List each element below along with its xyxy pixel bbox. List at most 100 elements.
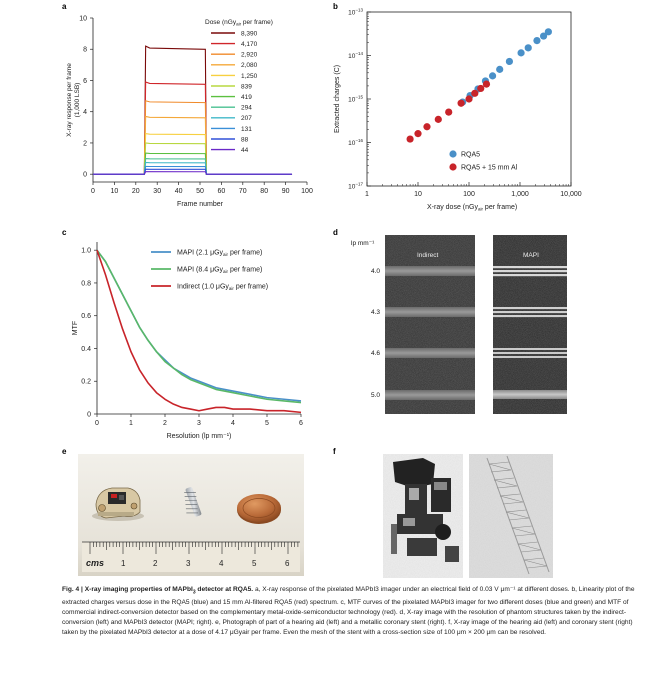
figure-caption: Fig. 4 | X-ray imaging properties of MAP… (62, 585, 642, 637)
a-y-tick-label: 4 (83, 109, 87, 116)
a-y-tick-label: 10 (79, 16, 87, 23)
caption-lead: Fig. 4 | X-ray imaging properties of MAP… (62, 586, 193, 593)
b-point-RQA5 + 15 mm Al (414, 130, 422, 138)
a-series-line-4,170 (93, 81, 293, 175)
phantom-drawing (385, 235, 567, 414)
mapi-image-grain (493, 235, 567, 414)
b-legend-label: RQA5 + 15 mm Al (461, 165, 518, 172)
a-y-axis-title-2: (1,000 LSB) (74, 83, 81, 118)
ruler-number-4: 4 (219, 559, 224, 568)
a-x-axis-title: Frame number (177, 201, 224, 208)
a-x-tick-label: 20 (132, 188, 140, 195)
c-y-tick-label: 0.4 (81, 346, 91, 353)
chart-a-xray-response: 0 10 20 30 40 50 60 70 80 90 100 0 2 4 6 8 10 Frame numbe… (66, 16, 313, 209)
c-y-tick-label: 1.0 (81, 248, 91, 255)
b-legend-label: RQA5 (461, 152, 480, 159)
a-series-line-419 (93, 152, 293, 175)
b-y-axis-title: Extracted charges (C) (334, 65, 341, 133)
b-point-RQA5 (496, 65, 504, 73)
c-y-tick-label: 0.8 (81, 280, 91, 287)
caption-lead-tail: detector at RQA5. (195, 586, 254, 593)
a-y-tick-label: 8 (83, 47, 87, 54)
a-y-tick-label: 2 (83, 140, 87, 147)
b-point-RQA5 + 15 mm Al (471, 89, 479, 97)
c-y-axis-title: MTF (72, 321, 79, 335)
c-y-tick-label: 0.2 (81, 379, 91, 386)
coronary-stent (184, 487, 202, 517)
b-point-RQA5 (544, 28, 552, 36)
xray-stent (469, 454, 553, 578)
b-y-tick-label: 10−14 (348, 51, 363, 60)
a-x-tick-label: 100 (301, 188, 313, 195)
ruler-number-2: 2 (153, 559, 158, 568)
indirect-bars-5.0 (385, 390, 475, 400)
b-legend-marker (449, 150, 457, 158)
b-point-RQA5 (505, 57, 514, 66)
a-x-tick-label: 90 (282, 188, 290, 195)
b-x-tick-label: 10,000 (560, 191, 582, 198)
b-point-RQA5 (517, 49, 525, 57)
indirect-image-grain (385, 235, 475, 414)
c-x-tick-label: 3 (197, 420, 201, 427)
a-legend-label: 2,920 (241, 52, 258, 59)
a-x-tick-label: 0 (91, 188, 95, 195)
c-x-tick-label: 1 (129, 420, 133, 427)
a-series-line-131 (93, 165, 293, 175)
a-legend-label: 8,390 (241, 30, 258, 37)
row-label-5.0: 5.0 (371, 392, 381, 399)
ruler-unit-label: cms (86, 558, 105, 568)
panel-label-d: d (333, 228, 338, 237)
a-legend-label: 88 (241, 136, 249, 143)
b-x-tick-label: 1 (365, 191, 369, 198)
mapi-bars-4.3 (493, 307, 567, 318)
a-legend-title: Dose (nGyair per frame) (205, 19, 273, 27)
a-x-tick-label: 40 (175, 188, 183, 195)
b-y-tick-label: 10−17 (348, 182, 363, 191)
b-point-RQA5 + 15 mm Al (477, 84, 485, 93)
a-legend-label: 207 (241, 115, 252, 122)
b-point-RQA5 + 15 mm Al (445, 108, 453, 116)
phantom-resolution-image: lp mm⁻¹ Indirect MAPI 4.0 4.3 4.6 5.0 (345, 233, 567, 416)
c-x-tick-label: 0 (95, 420, 99, 427)
panel-label-b: b (333, 2, 338, 11)
c-legend-label: MAPI (8.4 μGyair per frame) (177, 267, 262, 275)
a-legend-label: 1,250 (241, 73, 258, 80)
c-x-tick-label: 2 (163, 420, 167, 427)
a-legend-label: 4,170 (241, 41, 258, 48)
a-x-tick-label: 60 (218, 188, 226, 195)
a-x-tick-label: 50 (196, 188, 204, 195)
b-y-tick-label: 10−13 (348, 8, 363, 17)
b-x-tick-label: 100 (463, 191, 475, 198)
a-x-tick-label: 30 (153, 188, 161, 195)
mapi-line-pairs (493, 266, 567, 399)
b-x-axis-title: X-ray dose (nGyair per frame) (427, 204, 517, 212)
c-legend-label: MAPI (2.1 μGyair per frame) (177, 250, 262, 258)
b-point-RQA5 (533, 37, 541, 45)
c-x-axis-title: Resolution (lp mm⁻¹) (167, 433, 232, 440)
b-point-RQA5 (539, 32, 548, 40)
indirect-title: Indirect (417, 252, 439, 259)
panel-label-c: c (62, 228, 67, 237)
a-series-line-2,080 (93, 115, 293, 175)
b-point-RQA5 + 15 mm Al (423, 123, 431, 131)
a-legend-label: 419 (241, 94, 252, 101)
hearing-aid-stent-photo: cms 1 2 3 4 5 6 (78, 454, 304, 576)
c-y-tick-label: 0.6 (81, 313, 91, 320)
b-x-tick-label: 10 (414, 191, 422, 198)
a-series-line-8,390 (93, 45, 293, 175)
c-x-tick-label: 5 (265, 420, 269, 427)
photo-drawing (78, 454, 304, 576)
mapi-bars-4.0 (493, 266, 567, 277)
ruler-ticks (89, 542, 299, 554)
row-label-4.0: 4.0 (371, 268, 381, 275)
b-point-RQA5 + 15 mm Al (482, 80, 491, 88)
b-legend-marker (449, 163, 457, 171)
indirect-bars-4.6 (385, 348, 475, 358)
a-series-line-44 (93, 171, 293, 175)
ruler-number-1: 1 (121, 559, 126, 568)
c-legend-label: Indirect (1.0 μGyair per frame) (177, 284, 268, 292)
hearing-aid (92, 487, 144, 521)
panel-label-a: a (62, 2, 67, 11)
b-y-tick-label: 10−15 (348, 95, 363, 104)
xray-drawing (383, 454, 553, 578)
